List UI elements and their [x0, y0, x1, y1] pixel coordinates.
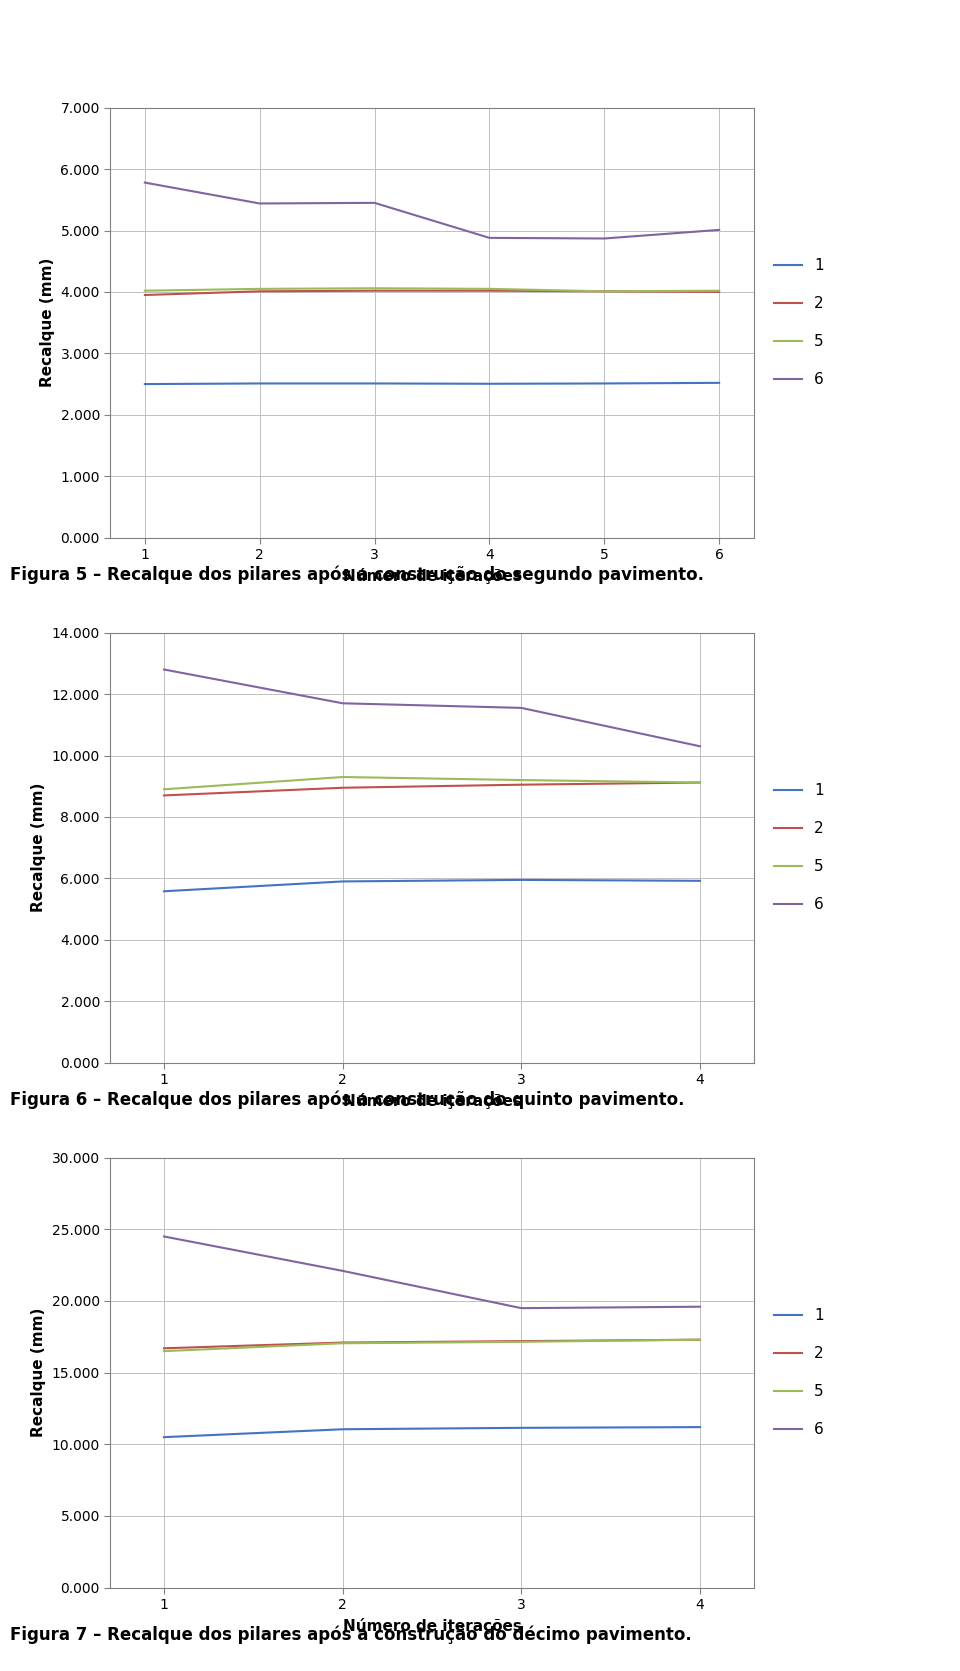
1 [694, 871, 706, 891]
Line: 2: 2 [164, 1340, 700, 1348]
X-axis label: Número de iterações: Número de iterações [343, 568, 521, 583]
2 [484, 281, 495, 301]
2 [713, 282, 725, 302]
1 [598, 373, 610, 393]
5 [713, 281, 725, 301]
Line: 6: 6 [164, 1237, 700, 1308]
Text: Figura 6 – Recalque dos pilares após a construção do quinto pavimento.: Figura 6 – Recalque dos pilares após a c… [10, 1091, 684, 1110]
1 [139, 374, 151, 394]
Y-axis label: Recalque (mm): Recalque (mm) [40, 257, 55, 388]
1 [254, 373, 266, 393]
2 [694, 772, 706, 792]
2 [158, 1338, 170, 1359]
2 [598, 281, 610, 301]
1 [516, 871, 527, 891]
X-axis label: Número de iterações: Número de iterações [343, 1618, 521, 1634]
2 [694, 1330, 706, 1350]
1 [516, 1417, 527, 1437]
Line: 6: 6 [164, 670, 700, 747]
6 [369, 192, 380, 212]
5 [598, 281, 610, 301]
1 [158, 1427, 170, 1447]
Line: 1: 1 [164, 881, 700, 891]
5 [369, 277, 380, 297]
5 [516, 1332, 527, 1352]
Y-axis label: Recalque (mm): Recalque (mm) [31, 1308, 46, 1437]
Legend: 1, 2, 5, 6: 1, 2, 5, 6 [774, 259, 824, 388]
2 [516, 1332, 527, 1352]
6 [694, 737, 706, 757]
2 [369, 281, 380, 301]
6 [337, 693, 348, 714]
6 [598, 229, 610, 249]
6 [516, 698, 527, 719]
1 [369, 373, 380, 393]
2 [337, 1332, 348, 1352]
6 [713, 221, 725, 241]
Text: Figura 5 – Recalque dos pilares após a construção do segundo pavimento.: Figura 5 – Recalque dos pilares após a c… [10, 566, 704, 585]
6 [337, 1262, 348, 1282]
2 [254, 281, 266, 301]
5 [516, 770, 527, 790]
Line: 5: 5 [145, 287, 719, 291]
1 [158, 881, 170, 901]
1 [484, 374, 495, 394]
5 [139, 281, 151, 301]
1 [713, 373, 725, 393]
6 [484, 227, 495, 247]
5 [158, 1342, 170, 1362]
6 [516, 1298, 527, 1318]
1 [694, 1417, 706, 1437]
Line: 5: 5 [164, 777, 700, 789]
5 [254, 279, 266, 299]
Line: 1: 1 [164, 1427, 700, 1437]
5 [484, 279, 495, 299]
2 [337, 777, 348, 797]
5 [694, 772, 706, 792]
6 [158, 660, 170, 680]
Line: 2: 2 [145, 291, 719, 296]
1 [337, 871, 348, 891]
1 [337, 1419, 348, 1439]
Line: 6: 6 [145, 182, 719, 239]
5 [337, 1333, 348, 1354]
6 [254, 194, 266, 214]
2 [139, 286, 151, 306]
2 [516, 775, 527, 795]
X-axis label: Número de iterações: Número de iterações [343, 1093, 521, 1108]
Line: 5: 5 [164, 1340, 700, 1352]
5 [694, 1330, 706, 1350]
Legend: 1, 2, 5, 6: 1, 2, 5, 6 [774, 1308, 824, 1437]
Text: Figura 7 – Recalque dos pilares após a construção do décimo pavimento.: Figura 7 – Recalque dos pilares após a c… [10, 1626, 691, 1644]
Y-axis label: Recalque (mm): Recalque (mm) [31, 784, 46, 912]
5 [158, 779, 170, 799]
Legend: 1, 2, 5, 6: 1, 2, 5, 6 [774, 784, 824, 912]
2 [158, 785, 170, 805]
Line: 2: 2 [164, 782, 700, 795]
6 [158, 1227, 170, 1247]
5 [337, 767, 348, 787]
6 [139, 172, 151, 192]
6 [694, 1297, 706, 1317]
